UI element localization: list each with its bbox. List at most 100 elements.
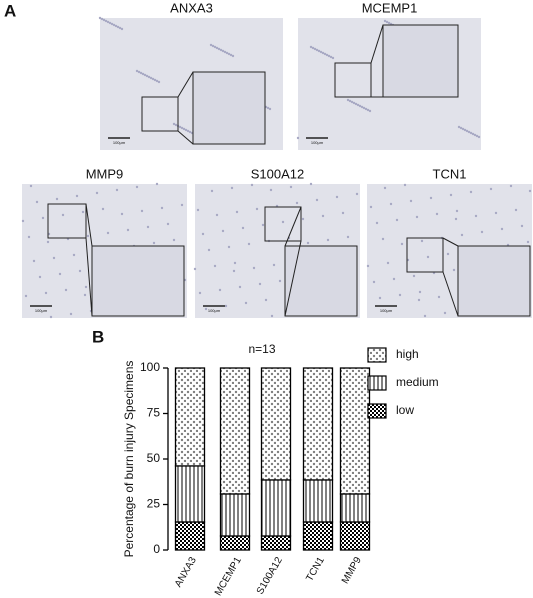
tissue-speck <box>78 269 82 273</box>
panel-label: A <box>4 1 16 20</box>
inset-source <box>406 237 444 273</box>
bar-segment <box>219 535 251 551</box>
tissue-speck <box>459 126 463 130</box>
tissue-speck <box>221 229 225 233</box>
tissue-speck <box>38 275 42 279</box>
tissue-speck <box>395 218 399 222</box>
tissue-speck <box>270 314 274 318</box>
tissue-speck <box>446 252 450 256</box>
scale-label: 100μm <box>311 140 324 145</box>
legend-label: high <box>396 347 419 361</box>
scale-label: 100μm <box>35 308 48 313</box>
tissue-speck <box>264 298 268 302</box>
tissue-speck <box>295 201 299 205</box>
tissue-speck <box>500 227 504 231</box>
tissue-speck <box>241 226 245 230</box>
tissue-speck <box>61 213 65 217</box>
tissue-speck <box>494 211 498 215</box>
bar-segment <box>302 521 334 551</box>
tissue-speck <box>375 221 379 225</box>
tissue-speck <box>160 206 164 210</box>
tissue-speck <box>98 16 102 20</box>
tissue-speck <box>417 298 421 302</box>
tissue-speck <box>244 301 248 305</box>
tissue-speck <box>58 272 62 276</box>
tissue-speck <box>356 103 360 107</box>
tissue-speck <box>469 131 473 135</box>
tissue-speck <box>235 210 239 214</box>
chart-title: n=13 <box>248 342 275 356</box>
tissue-speck <box>104 19 108 23</box>
tissue-speck <box>207 248 211 252</box>
inset-connector <box>370 24 384 64</box>
tissue-speck <box>155 182 159 186</box>
inset-connector <box>284 240 302 317</box>
inset-connector <box>442 237 459 247</box>
tissue-speck <box>49 315 53 319</box>
tissue-speck <box>381 237 385 241</box>
tissue-speck <box>526 240 530 244</box>
tissue-speck <box>331 56 335 60</box>
tissue-speck <box>489 187 493 191</box>
tissue-speck <box>180 203 184 207</box>
tissue-speck <box>232 269 236 273</box>
x-tick-label: S100A12 <box>255 555 285 597</box>
tissue-speck <box>112 23 116 27</box>
tissue-speck <box>95 191 99 195</box>
tissue-speck <box>41 216 45 220</box>
tissue-speck <box>437 295 441 299</box>
tissue-speck <box>281 220 285 224</box>
tissue-speck <box>329 55 333 59</box>
tissue-speck <box>423 314 427 318</box>
tissue-speck <box>418 290 422 294</box>
tissue-speck <box>149 76 153 80</box>
image-title: MCEMP1 <box>362 0 418 15</box>
tissue-speck <box>21 219 25 223</box>
tissue-speck <box>528 189 532 193</box>
tissue-speck <box>289 185 293 189</box>
inset-source <box>264 206 302 242</box>
tissue-speck <box>55 197 59 201</box>
tissue-speck <box>217 47 221 51</box>
tissue-speck <box>219 48 223 52</box>
x-tick-label: TCN1 <box>304 555 327 583</box>
tissue-speck <box>317 49 321 53</box>
tissue-speck <box>35 200 39 204</box>
tissue-speck <box>463 128 467 132</box>
tissue-speck <box>143 73 147 77</box>
tissue-speck <box>326 238 330 242</box>
tissue-speck <box>182 127 186 131</box>
tissue-speck <box>155 79 159 83</box>
inset-zoom <box>284 245 358 317</box>
tissue-speck <box>366 264 370 268</box>
tissue-speck <box>139 71 143 75</box>
legend-label: medium <box>396 375 439 389</box>
tissue-speck <box>272 263 276 267</box>
y-tick-label: 0 <box>153 542 160 556</box>
tissue-speck <box>474 214 478 218</box>
tissue-speck <box>385 20 389 24</box>
tissue-speck <box>110 22 114 26</box>
tissue-speck <box>141 72 145 76</box>
tissue-speck <box>449 193 453 197</box>
bar-segment <box>219 367 251 495</box>
image-title: ANXA3 <box>170 0 213 15</box>
tissue-speck <box>106 20 110 24</box>
tissue-speck <box>268 107 272 111</box>
tissue-speck <box>81 210 85 214</box>
tissue-speck <box>420 239 424 243</box>
tissue-speck <box>204 307 208 311</box>
tissue-speck <box>201 232 205 236</box>
tissue-speck <box>255 207 259 211</box>
tissue-speck <box>84 285 88 289</box>
tissue-speck <box>452 268 456 272</box>
bar-segment <box>339 367 371 495</box>
bar-segment <box>219 493 251 537</box>
tissue-speck <box>151 77 155 81</box>
tissue-speck <box>473 133 477 137</box>
bar-segment <box>174 465 206 523</box>
x-tick-label: ANXA3 <box>173 555 199 589</box>
tissue-speck <box>509 184 513 188</box>
tissue-speck <box>415 215 419 219</box>
tissue-speck <box>435 212 439 216</box>
